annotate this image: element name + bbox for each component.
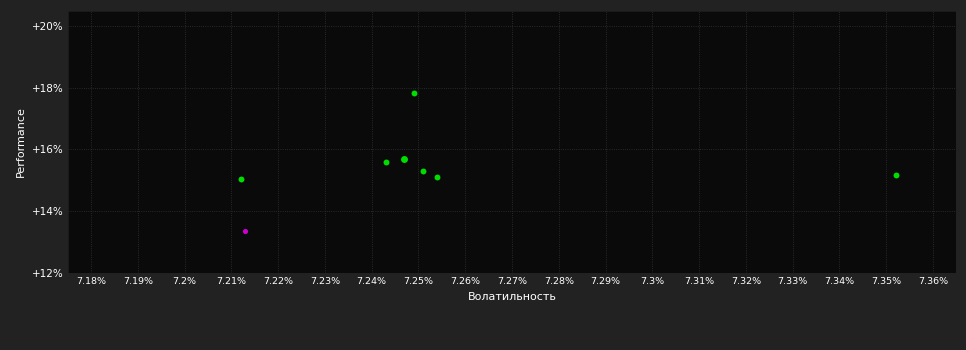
Point <box>406 90 421 96</box>
Point <box>430 174 445 180</box>
X-axis label: Волатильность: Волатильность <box>468 292 556 302</box>
Point <box>415 168 431 174</box>
Point <box>888 172 903 177</box>
Point <box>397 156 412 162</box>
Point <box>238 229 253 234</box>
Y-axis label: Performance: Performance <box>16 106 26 177</box>
Point <box>233 176 248 182</box>
Point <box>378 160 393 165</box>
